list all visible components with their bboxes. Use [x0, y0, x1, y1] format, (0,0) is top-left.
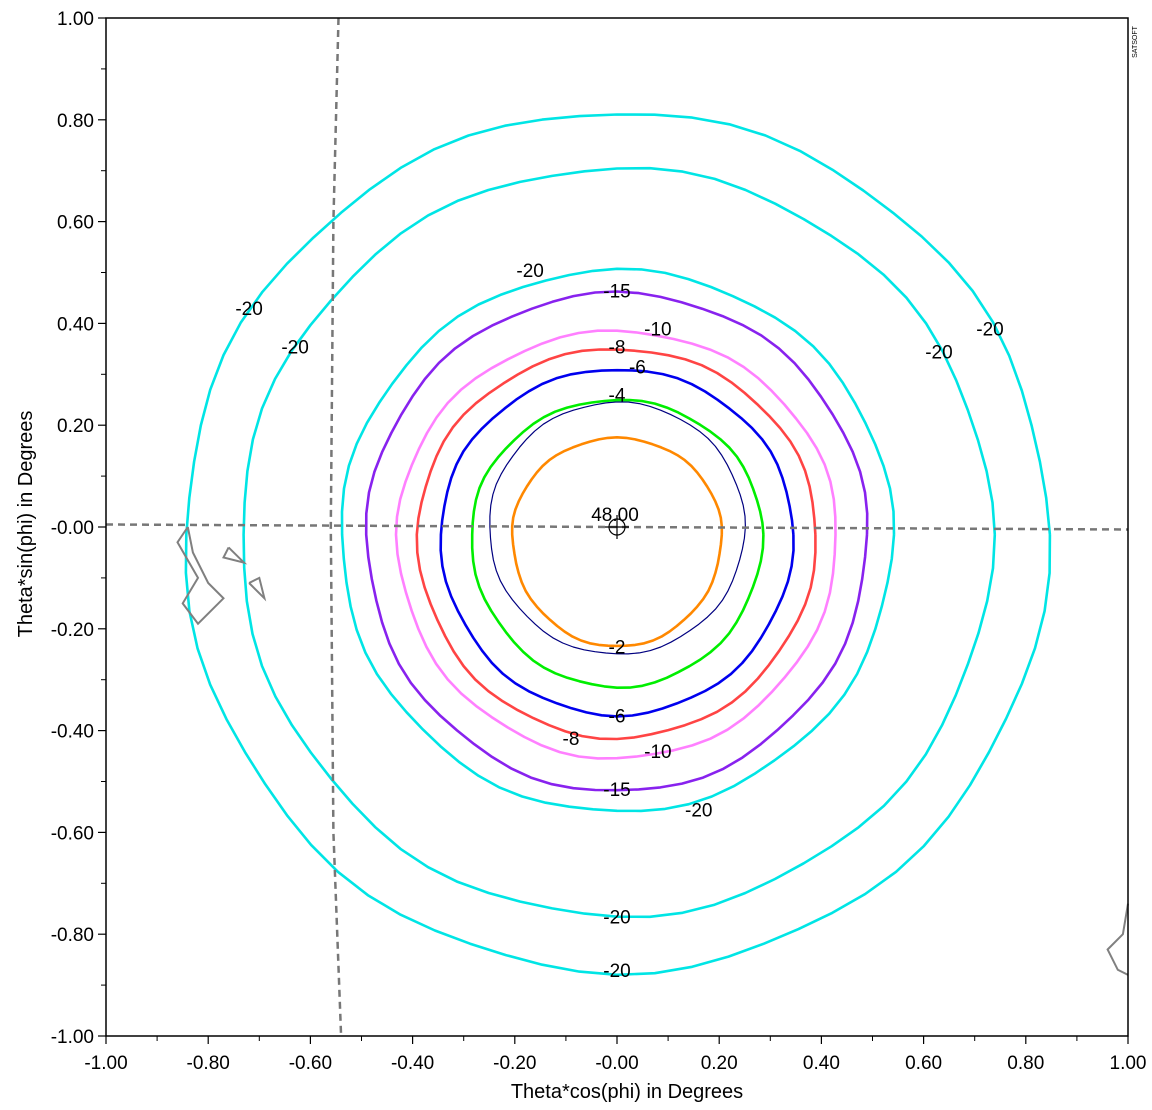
gray-artifact-2 [248, 576, 267, 602]
y-axis-title: Theta*sin(phi) in Degrees [15, 411, 37, 638]
y-tick-label: -0.40 [51, 722, 94, 743]
contour-line-m20-9 [184, 113, 1052, 977]
y-tick-label: -0.20 [51, 620, 94, 641]
contour-line-m10-5 [394, 329, 837, 760]
y-tick-label: 0.80 [57, 111, 94, 132]
x-tick-label: 0.20 [701, 1053, 738, 1074]
gray-artifacts [176, 526, 1129, 976]
contour-label-15: -20 [281, 337, 308, 358]
y-tick-label: 0.60 [57, 213, 94, 234]
x-tick-label: 0.40 [803, 1053, 840, 1074]
x-tick-label: -0.60 [289, 1053, 332, 1074]
contour-label-3: -6 [609, 706, 626, 727]
contour-label-8: -15 [603, 281, 630, 302]
contour-label-10: -20 [516, 261, 543, 282]
y-tick-label: 0.20 [57, 416, 94, 437]
contour-label-11: -20 [685, 800, 712, 821]
reference-lines [105, 17, 1129, 1037]
contour-line-m20-7 [340, 267, 896, 813]
contour-label-13: -20 [603, 961, 630, 982]
x-tick-label: -1.00 [84, 1053, 127, 1074]
contour-line-m8-4 [415, 348, 817, 741]
x-axis-title: Theta*cos(phi) in Degrees [511, 1081, 743, 1103]
x-tick-label: -0.40 [391, 1053, 434, 1074]
contour-labels: -2-4-6-6-8-8-10-10-15-15-20-20-20-20-20-… [235, 261, 1003, 982]
contour-label-6: -10 [644, 319, 671, 340]
x-tick-label: -0.00 [595, 1053, 638, 1074]
contour-line-m20-8 [242, 166, 997, 919]
contour-label-12: -20 [603, 907, 630, 928]
y-tick-label: -0.80 [51, 925, 94, 946]
contour-label-17: -20 [976, 319, 1003, 340]
contour-line-m4-2 [470, 398, 765, 690]
y-tick-label: -1.00 [51, 1027, 94, 1048]
contour-label-5: -8 [563, 729, 580, 750]
y-tick-label: 1.00 [57, 9, 94, 30]
contour-label-16: -20 [925, 342, 952, 363]
x-tick-label: -0.20 [493, 1053, 536, 1074]
axes: -1.00 -0.80 -0.60 -0.40 -0.20 -0.00 0.20 0.40 0.… [51, 9, 1147, 1074]
watermark-text: SATSOFT [1132, 25, 1139, 57]
x-tick-label: -0.80 [187, 1053, 230, 1074]
peak-label: 48.00 [591, 505, 639, 526]
gray-artifact-1 [222, 546, 248, 565]
contour-line-m3-1 [489, 401, 746, 655]
y-tick-label: -0.00 [51, 518, 94, 539]
contour-label-1: -4 [609, 386, 626, 407]
contour-label-14: -20 [235, 299, 262, 320]
x-tick-label: 1.00 [1110, 1053, 1147, 1074]
contour-label-7: -10 [644, 742, 671, 763]
contour-line-m15-6 [364, 290, 869, 792]
horizontal-dashed-line [105, 523, 1129, 531]
contour-label-9: -15 [603, 780, 630, 801]
x-tick-label: 0.60 [905, 1053, 942, 1074]
x-tick-label: 0.80 [1007, 1053, 1044, 1074]
contour-label-2: -6 [629, 358, 646, 379]
vertical-dashed-line [329, 17, 343, 1037]
contour-line-m6-3 [439, 368, 795, 718]
y-tick-label: 0.40 [57, 314, 94, 335]
contour-lines [184, 113, 1052, 977]
gray-artifact-3 [1106, 903, 1129, 976]
y-tick-label: -0.60 [51, 823, 94, 844]
peak-marker: 48.00 [591, 505, 639, 539]
gray-artifact-0 [176, 526, 225, 626]
contour-line-m2-0 [510, 435, 724, 648]
contour-label-0: -2 [609, 638, 626, 659]
contour-label-4: -8 [609, 337, 626, 358]
